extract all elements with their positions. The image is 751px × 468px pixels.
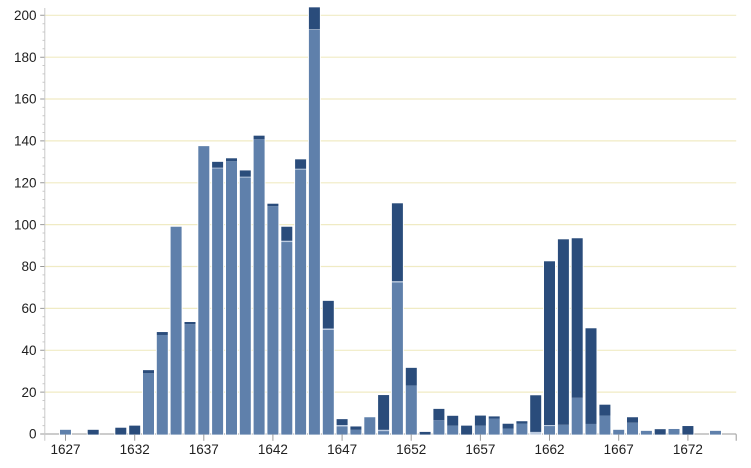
svg-text:160: 160 xyxy=(14,92,37,107)
svg-text:1627: 1627 xyxy=(50,442,80,457)
svg-text:1652: 1652 xyxy=(396,442,426,457)
svg-text:100: 100 xyxy=(14,217,37,232)
svg-text:20: 20 xyxy=(21,385,36,400)
svg-text:1647: 1647 xyxy=(327,442,357,457)
svg-text:1637: 1637 xyxy=(189,442,219,457)
svg-text:1667: 1667 xyxy=(604,442,634,457)
svg-text:120: 120 xyxy=(14,176,37,191)
svg-text:140: 140 xyxy=(14,134,37,149)
svg-text:1642: 1642 xyxy=(258,442,288,457)
svg-text:40: 40 xyxy=(21,343,36,358)
svg-text:80: 80 xyxy=(21,259,36,274)
svg-text:60: 60 xyxy=(21,301,36,316)
svg-text:1657: 1657 xyxy=(465,442,495,457)
svg-text:200: 200 xyxy=(14,8,37,23)
svg-text:1632: 1632 xyxy=(120,442,150,457)
svg-text:0: 0 xyxy=(29,427,37,442)
svg-text:180: 180 xyxy=(14,50,37,65)
svg-text:1662: 1662 xyxy=(534,442,564,457)
svg-text:1672: 1672 xyxy=(673,442,703,457)
